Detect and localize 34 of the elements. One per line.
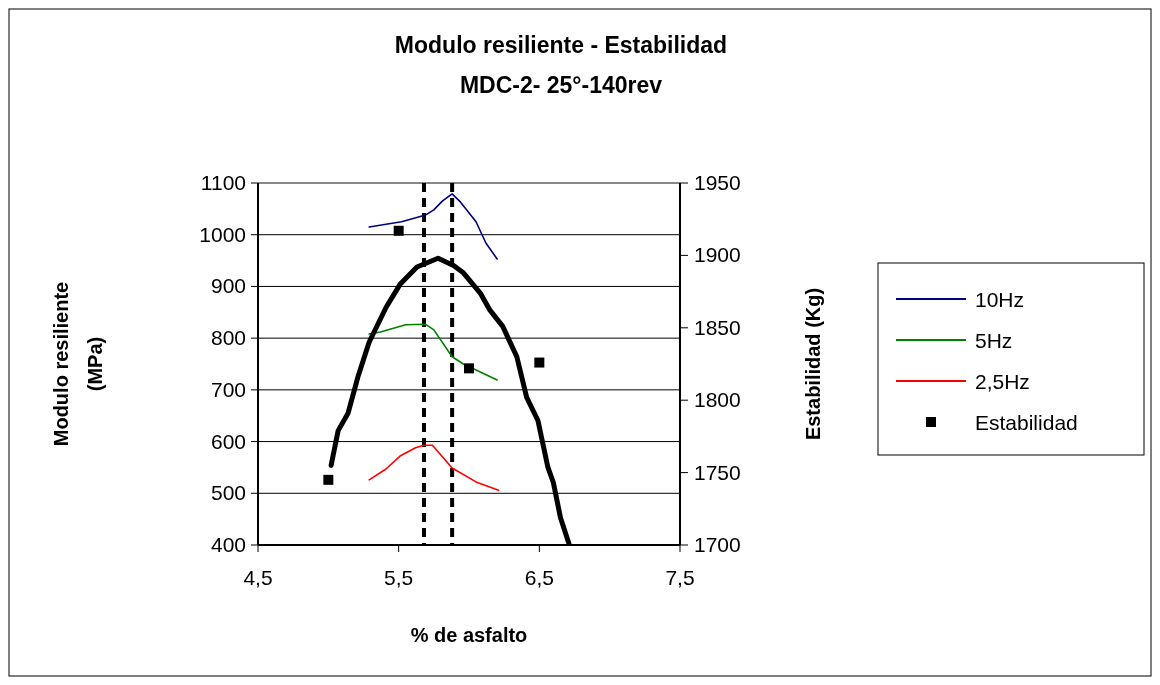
y-tick-label: 600 [210, 429, 246, 453]
y2-tick-label: 1900 [694, 243, 741, 267]
y2-tick-label: 1850 [694, 315, 741, 339]
x-tick-label: 5,5 [384, 566, 414, 589]
x-tick-label: 4,5 [243, 566, 273, 589]
line-series [368, 444, 500, 491]
point [534, 357, 545, 368]
point [393, 225, 404, 236]
x-tick-label: 7,5 [665, 566, 695, 589]
y-tick-label: 800 [210, 326, 246, 350]
chart-title: Modulo resiliente - Estabilidad [394, 32, 728, 58]
line-series [368, 323, 498, 381]
line-series [368, 193, 498, 260]
y2-tick-label: 1750 [694, 460, 741, 484]
point [323, 474, 334, 485]
x-axis-title: % de asfalto [410, 624, 528, 646]
y-tick-label: 900 [210, 274, 246, 298]
point [464, 363, 474, 374]
y-axis-title: Modulo resiliente (MPa) [50, 281, 106, 447]
y-tick-label: 500 [210, 481, 246, 505]
legend-label: Estabilidad [975, 411, 1078, 434]
y2-axis-title: Estabilidad (Kg) [802, 287, 824, 441]
y2-tick-label: 1950 [694, 171, 741, 194]
y-tick-label: 400 [210, 533, 246, 556]
y2-tick-label: 1700 [694, 533, 741, 556]
legend-label: 2,5Hz [975, 370, 1030, 393]
legend-label: 5Hz [975, 329, 1013, 352]
chart-subtitle: MDC-2- 25°-140rev [459, 72, 663, 98]
legend-label: 10Hz [975, 288, 1025, 311]
x-tick-label: 6,5 [524, 566, 554, 589]
y-tick-label: 1000 [199, 222, 246, 246]
y-tick-label: 1100 [200, 171, 246, 194]
y-tick-label: 700 [210, 377, 246, 401]
y2-tick-label: 1800 [694, 388, 741, 412]
